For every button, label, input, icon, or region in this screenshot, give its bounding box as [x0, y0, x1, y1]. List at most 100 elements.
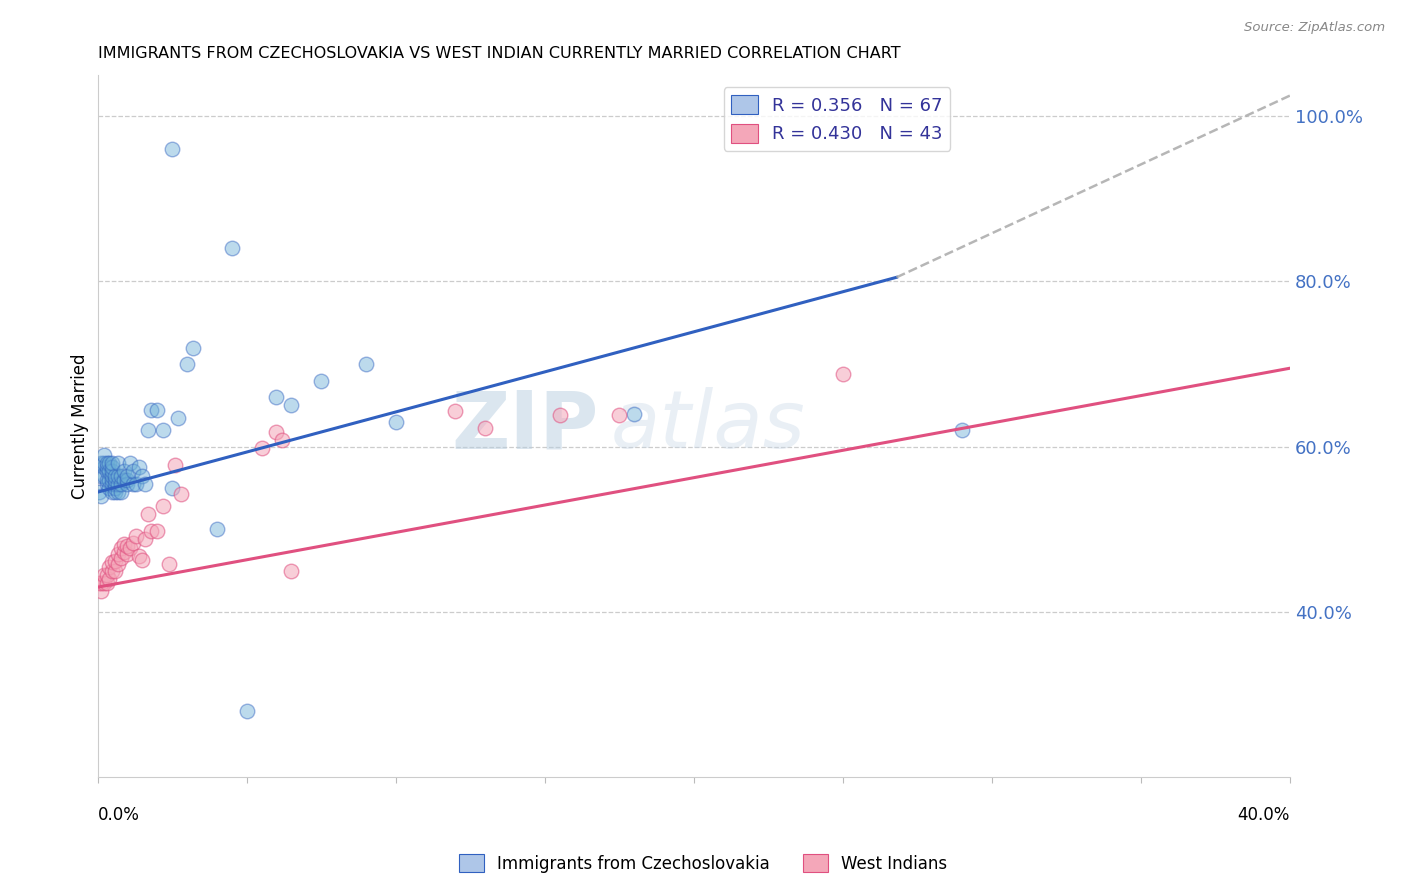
Point	[117, 473, 139, 487]
Point	[112, 473, 135, 487]
Point	[101, 465, 124, 479]
Point	[101, 485, 124, 500]
Point	[160, 142, 183, 156]
Point	[87, 576, 110, 591]
Point	[101, 473, 124, 487]
Point	[87, 485, 110, 500]
Point	[146, 402, 169, 417]
Text: 40.0%: 40.0%	[1237, 806, 1291, 824]
Point	[280, 564, 302, 578]
Point	[136, 508, 159, 522]
Point	[93, 567, 115, 582]
Point	[266, 425, 288, 439]
Point	[104, 564, 127, 578]
Point	[131, 553, 153, 567]
Point	[104, 485, 127, 500]
Point	[107, 476, 129, 491]
Point	[152, 423, 174, 437]
Point	[831, 367, 853, 381]
Point	[165, 458, 187, 472]
Point	[117, 468, 139, 483]
Point	[98, 473, 121, 487]
Point	[96, 456, 118, 470]
Point	[98, 572, 121, 586]
Point	[112, 537, 135, 551]
Point	[235, 704, 257, 718]
Point	[110, 551, 132, 566]
Point	[474, 420, 496, 434]
Point	[107, 468, 129, 483]
Point	[98, 465, 121, 479]
Point	[125, 529, 148, 543]
Point	[93, 576, 115, 591]
Point	[110, 485, 132, 500]
Text: 0.0%: 0.0%	[97, 806, 139, 824]
Point	[90, 489, 112, 503]
Point	[170, 487, 193, 501]
Point	[181, 341, 204, 355]
Legend: R = 0.356   N = 67, R = 0.430   N = 43: R = 0.356 N = 67, R = 0.430 N = 43	[724, 87, 950, 151]
Point	[98, 456, 121, 470]
Point	[128, 460, 150, 475]
Point	[157, 557, 180, 571]
Point	[104, 473, 127, 487]
Point	[96, 576, 118, 591]
Point	[309, 374, 332, 388]
Point	[176, 357, 198, 371]
Point	[160, 481, 183, 495]
Text: ZIP: ZIP	[451, 387, 599, 465]
Point	[101, 564, 124, 578]
Point	[107, 456, 129, 470]
Point	[120, 541, 142, 555]
Point	[444, 404, 467, 418]
Text: atlas: atlas	[610, 387, 806, 465]
Point	[96, 567, 118, 582]
Point	[120, 456, 142, 470]
Point	[110, 468, 132, 483]
Point	[93, 468, 115, 483]
Point	[205, 522, 228, 536]
Point	[117, 547, 139, 561]
Point	[141, 402, 163, 417]
Point	[112, 465, 135, 479]
Point	[101, 460, 124, 475]
Point	[107, 485, 129, 500]
Point	[271, 433, 294, 447]
Point	[112, 545, 135, 559]
Point	[266, 390, 288, 404]
Point	[136, 423, 159, 437]
Y-axis label: Currently Married: Currently Married	[72, 353, 89, 499]
Point	[221, 241, 243, 255]
Point	[98, 481, 121, 495]
Point	[110, 476, 132, 491]
Point	[167, 410, 190, 425]
Point	[134, 476, 156, 491]
Point	[96, 460, 118, 475]
Point	[122, 465, 145, 479]
Point	[122, 536, 145, 550]
Point	[152, 499, 174, 513]
Point	[141, 524, 163, 538]
Point	[90, 468, 112, 483]
Text: IMMIGRANTS FROM CZECHOSLOVAKIA VS WEST INDIAN CURRENTLY MARRIED CORRELATION CHAR: IMMIGRANTS FROM CZECHOSLOVAKIA VS WEST I…	[97, 46, 900, 62]
Point	[280, 398, 302, 412]
Point	[125, 476, 148, 491]
Point	[117, 539, 139, 553]
Point	[131, 468, 153, 483]
Point	[98, 559, 121, 574]
Point	[96, 465, 118, 479]
Point	[110, 541, 132, 555]
Point	[134, 533, 156, 547]
Point	[90, 576, 112, 591]
Point	[101, 468, 124, 483]
Point	[93, 448, 115, 462]
Point	[122, 476, 145, 491]
Point	[146, 524, 169, 538]
Point	[93, 456, 115, 470]
Point	[128, 549, 150, 563]
Point	[101, 456, 124, 470]
Point	[90, 584, 112, 599]
Point	[96, 476, 118, 491]
Point	[101, 476, 124, 491]
Point	[623, 407, 645, 421]
